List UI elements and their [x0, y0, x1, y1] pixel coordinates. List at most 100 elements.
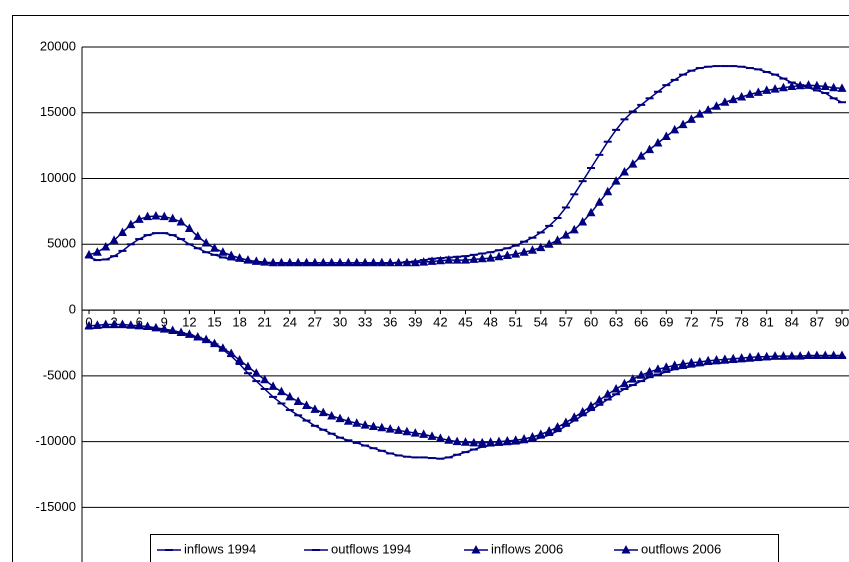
- marker-triangle: [829, 350, 839, 359]
- marker-triangle: [427, 431, 437, 440]
- marker-triangle: [276, 386, 286, 396]
- marker-triangle: [444, 435, 454, 444]
- legend: inflows 1994 outflows 1994 inflows 2006 out…: [150, 534, 779, 562]
- marker-triangle: [477, 253, 487, 263]
- marker-triangle: [327, 410, 337, 420]
- marker-triangle: [151, 211, 161, 220]
- marker-triangle: [804, 80, 814, 89]
- marker-triangle: [477, 437, 487, 447]
- marker-triangle: [645, 144, 655, 154]
- x-tick-label: 48: [483, 315, 497, 330]
- marker-triangle: [469, 437, 479, 447]
- marker-triangle: [318, 257, 328, 267]
- y-tick-label: -10000: [36, 433, 76, 448]
- marker-triangle: [553, 422, 563, 431]
- x-tick-label: 63: [609, 315, 623, 330]
- marker-triangle: [686, 114, 696, 123]
- x-tick-label: 18: [232, 315, 246, 330]
- marker-triangle: [703, 355, 713, 365]
- marker-triangle: [435, 433, 445, 442]
- marker-triangle: [762, 351, 772, 361]
- marker-triangle: [720, 97, 730, 106]
- marker-triangle: [603, 389, 613, 398]
- x-tick-label: 66: [634, 315, 648, 330]
- marker-triangle: [251, 368, 261, 377]
- marker-triangle: [92, 320, 102, 329]
- x-tick-label: 33: [358, 315, 372, 330]
- marker-triangle: [210, 338, 219, 348]
- marker-triangle: [611, 384, 621, 393]
- marker-triangle: [126, 219, 136, 229]
- legend-label: inflows 2006: [491, 541, 563, 556]
- marker-triangle: [285, 257, 295, 267]
- marker-triangle: [728, 94, 738, 104]
- marker-triangle: [578, 407, 588, 416]
- marker-triangle: [653, 138, 663, 147]
- marker-triangle: [360, 257, 370, 267]
- legend-label: inflows 1994: [184, 541, 256, 556]
- marker-triangle: [159, 324, 169, 333]
- marker-triangle: [561, 417, 571, 427]
- marker-triangle: [653, 364, 663, 373]
- marker-triangle: [594, 395, 604, 404]
- marker-triangle: [494, 251, 504, 261]
- marker-triangle: [720, 354, 730, 363]
- marker-triangle: [527, 245, 537, 254]
- marker-triangle: [486, 437, 496, 446]
- marker-triangle: [419, 429, 429, 438]
- marker-triangle: [176, 327, 186, 336]
- marker-triangle: [402, 257, 412, 267]
- legend-box: [150, 534, 779, 562]
- marker-triangle: [235, 355, 245, 364]
- x-tick-label: 30: [333, 315, 347, 330]
- marker-triangle: [402, 426, 412, 436]
- marker-triangle: [84, 249, 94, 259]
- marker-triangle: [427, 256, 437, 265]
- marker-triangle: [444, 255, 454, 264]
- chart-border: [12, 15, 849, 562]
- marker-triangle: [594, 197, 604, 206]
- marker-triangle: [621, 545, 631, 554]
- marker-triangle: [712, 101, 721, 110]
- marker-triangle: [394, 425, 404, 434]
- marker-triangle: [586, 207, 596, 217]
- marker-triangle: [117, 227, 127, 236]
- x-tick-label: 42: [433, 315, 447, 330]
- marker-triangle: [536, 429, 546, 438]
- marker-triangle: [117, 319, 127, 329]
- x-tick-label: 15: [207, 315, 221, 330]
- marker-triangle: [151, 322, 161, 332]
- marker-triangle: [519, 433, 529, 443]
- marker-triangle: [703, 105, 713, 114]
- marker-triangle: [553, 235, 563, 244]
- marker-triangle: [210, 243, 219, 252]
- marker-triangle: [536, 242, 546, 252]
- marker-triangle: [686, 357, 696, 367]
- marker-triangle: [787, 81, 797, 90]
- x-tick-label: 69: [659, 315, 673, 330]
- x-tick-label: 36: [383, 315, 397, 330]
- marker-triangle: [745, 352, 755, 361]
- marker-triangle: [260, 257, 270, 266]
- x-tick-label: 45: [458, 315, 472, 330]
- marker-triangle: [243, 361, 253, 371]
- y-tick-label: -5000: [43, 367, 76, 382]
- marker-triangle: [84, 320, 94, 330]
- marker-triangle: [737, 91, 747, 101]
- marker-triangle: [695, 109, 705, 118]
- marker-triangle: [461, 437, 470, 446]
- marker-triangle: [235, 253, 245, 262]
- marker-triangle: [226, 348, 236, 357]
- marker-triangle: [159, 211, 169, 221]
- legend-item: outflows 1994: [304, 541, 411, 556]
- marker-triangle: [471, 545, 481, 554]
- marker-triangle: [268, 381, 278, 390]
- x-tick-label: 54: [534, 315, 548, 330]
- marker-triangle: [435, 255, 445, 265]
- marker-triangle: [511, 249, 521, 258]
- marker-triangle: [92, 247, 102, 256]
- marker-triangle: [628, 159, 638, 168]
- marker-triangle: [603, 186, 613, 196]
- marker-triangle: [829, 82, 839, 92]
